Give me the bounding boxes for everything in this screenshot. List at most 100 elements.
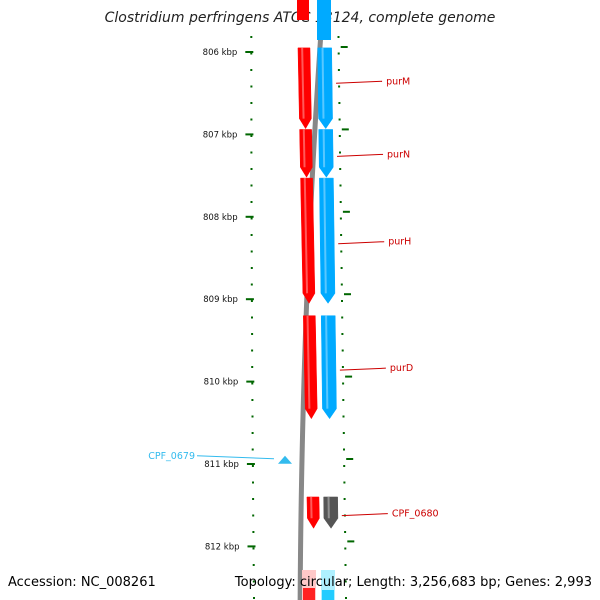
ruler-minor-tick (345, 375, 353, 378)
feature-label[interactable]: purN (387, 149, 410, 160)
tick-dot (341, 349, 344, 352)
ruler-minor-tick (342, 210, 350, 213)
ruler-label: 806 kbp (203, 48, 238, 58)
gene-purn[interactable] (318, 129, 334, 178)
tick-dot (342, 415, 345, 418)
tick-dot (252, 580, 255, 583)
tick-dot (250, 217, 253, 220)
tick-dot (341, 316, 344, 319)
ruler-label: 809 kbp (203, 295, 238, 305)
tick-dot (250, 118, 253, 121)
ruler-major-tick (247, 545, 256, 548)
ruler-major-tick (245, 51, 254, 53)
leader-line (341, 513, 388, 517)
tick-dot (341, 300, 343, 302)
tick-dot (250, 250, 253, 253)
feature-label[interactable]: purD (390, 363, 413, 374)
tick-dot (251, 333, 254, 335)
tick-dot (250, 135, 253, 137)
feature-highlight (321, 47, 325, 119)
tick-dot (337, 69, 340, 71)
tick-dot (251, 366, 254, 368)
tick-dot (250, 184, 253, 187)
tick-dot (341, 333, 344, 335)
tick-dot (339, 217, 342, 220)
feature-highlight (303, 178, 309, 294)
ruler-minor-tick (346, 458, 354, 460)
ruler-major-tick (245, 298, 254, 301)
ruler-labels: 806 kbp 807 kbp 808 kbp 809 kbp 810 kbp 811 k… (203, 46, 355, 552)
gene-purm[interactable] (317, 47, 333, 130)
tick-dot (250, 234, 253, 236)
tick-dot (250, 52, 253, 55)
right-tick-track (337, 36, 347, 599)
gene-purh[interactable] (319, 177, 336, 304)
tick-dot (252, 514, 255, 517)
ruler-major-tick (246, 463, 255, 465)
tick-dot (251, 448, 254, 451)
leader-line (336, 80, 383, 84)
ruler-minor-tick (344, 293, 351, 296)
feature-highlight (306, 315, 311, 409)
ruler-label: 812 kbp (205, 542, 240, 552)
tick-dot (340, 267, 343, 269)
tick-dot (250, 36, 253, 38)
cds-stub-bottom-solid (303, 588, 315, 600)
tick-dot (250, 300, 253, 302)
tick-dot (253, 597, 255, 599)
cds-purd[interactable] (303, 315, 318, 420)
tick-dot (338, 102, 341, 104)
ruler-minor-tick (347, 540, 355, 543)
tick-dot (250, 69, 253, 71)
cds-cpf_0680[interactable] (306, 496, 320, 529)
feature-label[interactable]: purM (386, 76, 410, 87)
ruler-major-tick (246, 380, 255, 383)
gene-stub-bottom-solid (322, 590, 334, 600)
tick-dot (252, 531, 255, 533)
tick-dot (337, 36, 340, 38)
tick-dot (343, 448, 345, 451)
tick-dot (342, 432, 345, 434)
leader-line (196, 455, 275, 460)
tick-dot (340, 250, 343, 253)
tick-dot (344, 564, 347, 566)
gene-purd[interactable] (320, 315, 337, 420)
leader-line (339, 367, 386, 371)
tick-dot (250, 283, 253, 286)
gene-cpf_0680[interactable] (323, 496, 339, 529)
feature-cpf0679[interactable] (278, 455, 292, 464)
cds-purh[interactable] (300, 177, 316, 304)
tick-dot (251, 415, 254, 418)
tick-dot (343, 481, 346, 484)
feature-label[interactable]: CPF_0679 (148, 451, 195, 462)
cds-stub-top (297, 0, 309, 20)
tick-dot (251, 316, 253, 319)
leader-line (338, 241, 385, 245)
tick-dot (337, 52, 340, 55)
feature-labels: purM purN purH purD CPF_0679 CPF_0680 (148, 76, 438, 519)
ruler-major-tick (245, 133, 254, 136)
left-tick-track (250, 36, 255, 599)
tick-dot (250, 102, 253, 104)
feature-label[interactable]: purH (388, 237, 411, 248)
tick-dot (340, 234, 343, 236)
tick-dot (250, 267, 253, 269)
tick-dot (345, 597, 347, 599)
feature-highlight (325, 315, 329, 409)
ruler-label: 807 kbp (203, 130, 238, 140)
ruler-label: 808 kbp (203, 213, 238, 223)
tick-dot (343, 465, 346, 467)
tick-dot (340, 283, 343, 286)
ruler-label: 810 kbp (204, 378, 239, 388)
tick-dot (252, 481, 254, 484)
ruler-minor-tick (340, 46, 348, 48)
tick-dot (339, 201, 342, 203)
cds-purm[interactable] (297, 47, 312, 130)
gene-stub-top (317, 0, 331, 40)
feature-label[interactable]: CPF_0680 (392, 509, 439, 520)
accession-text: Accession: NC_008261 (8, 575, 156, 590)
cds-purn[interactable] (299, 129, 313, 178)
tick-dot (344, 531, 347, 533)
tick-dot (252, 564, 255, 566)
